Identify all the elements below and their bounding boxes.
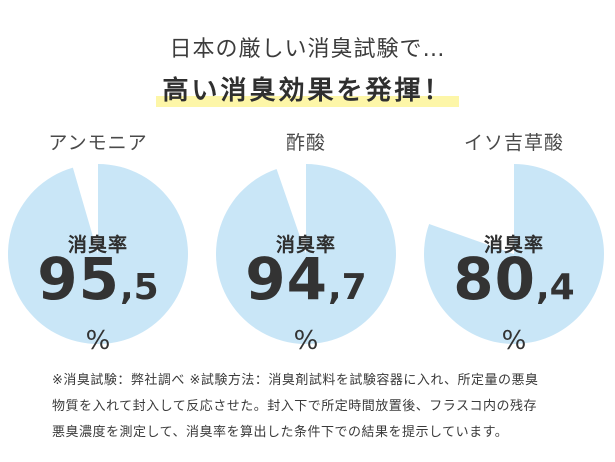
pie-slice-isovaleric-acid <box>424 164 605 344</box>
rate-label: 消臭率 <box>67 234 128 256</box>
footnote: ※消臭試験：弊社調べ ※試験方法：消臭剤試料を試験容器に入れ、所定量の悪臭 物質… <box>52 368 612 446</box>
rate-unit: % <box>85 326 111 356</box>
header-title-text: 高い消臭効果を発揮！ <box>162 76 453 106</box>
rate-value: 80,4 <box>419 250 609 308</box>
pie-chart: 消臭率 95,5 % <box>3 164 193 356</box>
pie-svg <box>215 164 396 344</box>
rate-unit: % <box>501 326 527 356</box>
panel-ammonia: アンモニア 消臭率 95,5 % <box>3 128 193 356</box>
header-title: 高い消臭効果を発揮！ <box>156 70 459 107</box>
pie-slice-ammonia <box>7 164 188 344</box>
pie-slice-acetic-acid <box>215 164 396 344</box>
title-highlight <box>156 96 459 107</box>
rate-value: 94,7 <box>211 250 401 308</box>
rate-decimal: ,4 <box>535 267 575 308</box>
rate-unit: % <box>293 326 319 356</box>
rate-label: 消臭率 <box>275 234 336 256</box>
panel-isovaleric-acid: イソ吉草酸 消臭率 80,4 % <box>419 128 609 356</box>
footnote-line: 物質を入れて封入して反応させた。封入下で所定時間放置後、フラスコ内の残存 <box>52 399 537 414</box>
rate-integer: 80 <box>453 245 536 313</box>
panel-name: 酢酸 <box>285 132 326 154</box>
panel-acetic-acid: 酢酸 消臭率 94,7 % <box>211 128 401 356</box>
pie-svg <box>424 164 605 344</box>
rate-decimal: ,7 <box>327 267 367 308</box>
pie-svg <box>7 164 188 344</box>
pie-chart: 消臭率 80,4 % <box>419 164 609 356</box>
header-subtitle: 日本の厳しい消臭試験で… <box>169 37 446 62</box>
rate-integer: 94 <box>245 245 328 313</box>
footnote-line: ※消臭試験：弊社調べ ※試験方法：消臭剤試料を試験容器に入れ、所定量の悪臭 <box>52 373 539 388</box>
header-title-wrap: 高い消臭効果を発揮！ <box>0 70 615 107</box>
footnote-line: 悪臭濃度を測定して、消臭率を算出した条件下での結果を提示しています。 <box>52 425 509 440</box>
panel-name: イソ吉草酸 <box>463 132 564 154</box>
pie-chart: 消臭率 94,7 % <box>211 164 401 356</box>
rate-decimal: ,5 <box>119 267 159 308</box>
rate-value: 95,5 <box>3 250 193 308</box>
rate-integer: 95 <box>37 245 120 313</box>
rate-label: 消臭率 <box>483 234 544 256</box>
panel-name: アンモニア <box>48 132 148 154</box>
